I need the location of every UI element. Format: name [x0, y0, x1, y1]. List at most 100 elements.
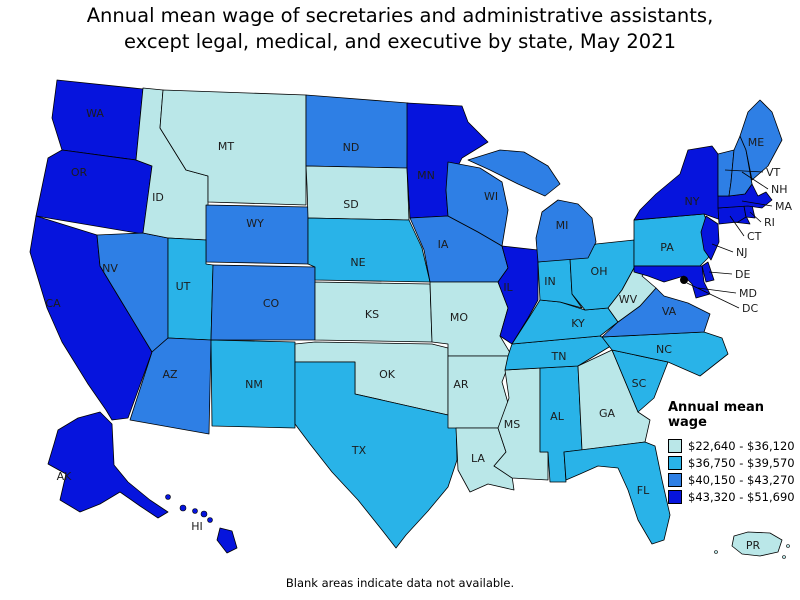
state-label-NY: NY: [685, 195, 700, 208]
state-label-AR: AR: [453, 378, 469, 391]
title-line-1: Annual mean wage of secretaries and admi…: [86, 4, 714, 27]
state-label-IN: IN: [544, 275, 555, 288]
leader-line-DE: [708, 271, 733, 275]
state-label-WV: WV: [619, 293, 638, 306]
state-PR-island[interactable]: [786, 544, 790, 548]
state-HI-island[interactable]: [200, 510, 208, 518]
state-label-UT: UT: [176, 280, 191, 293]
state-label-NC: NC: [656, 343, 672, 356]
state-label-TX: TX: [351, 444, 367, 457]
state-label-CA: CA: [45, 297, 61, 310]
state-label-WI: WI: [484, 190, 498, 203]
legend-item: $22,640 - $36,120: [668, 439, 798, 453]
legend-item: $36,750 - $39,570: [668, 456, 798, 470]
footnote: Blank areas indicate data not available.: [285, 576, 515, 590]
legend-class-label: $36,750 - $39,570: [688, 456, 795, 470]
state-PR-island[interactable]: [714, 550, 718, 554]
state-label-SC: SC: [632, 377, 647, 390]
legend-class-label: $40,150 - $43,270: [688, 473, 795, 487]
state-label-CT: CT: [747, 230, 762, 243]
state-label-ID: ID: [152, 191, 164, 204]
state-IL[interactable]: [497, 245, 539, 345]
state-HI-island[interactable]: [207, 517, 213, 523]
state-label-PA: PA: [660, 241, 674, 254]
state-WA[interactable]: [51, 79, 144, 161]
state-NE[interactable]: [307, 217, 431, 283]
state-label-KS: KS: [365, 308, 379, 321]
state-label-WY: WY: [246, 217, 264, 230]
state-NJ[interactable]: [700, 215, 720, 261]
state-label-MT: MT: [218, 140, 234, 153]
state-label-RI: RI: [764, 216, 775, 229]
page-title: Annual mean wage of secretaries and admi…: [0, 3, 800, 55]
state-HI-island[interactable]: [192, 508, 198, 514]
state-label-TN: TN: [551, 350, 567, 363]
leader-line-DC: [686, 282, 740, 309]
state-label-NH: NH: [771, 183, 788, 196]
legend-swatch: [668, 439, 682, 453]
state-NC[interactable]: [601, 331, 729, 377]
state-PR[interactable]: [731, 531, 783, 557]
state-AZ[interactable]: [129, 337, 212, 435]
state-label-MA: MA: [775, 200, 792, 213]
legend-class-label: $22,640 - $36,120: [688, 439, 795, 453]
state-ND[interactable]: [305, 94, 409, 169]
state-label-MN: MN: [417, 169, 435, 182]
state-label-AK: AK: [57, 470, 73, 483]
state-label-AL: AL: [550, 410, 565, 423]
legend-swatch: [668, 490, 682, 504]
state-AK[interactable]: [47, 411, 169, 519]
state-label-LA: LA: [471, 452, 485, 465]
state-label-GA: GA: [599, 407, 616, 420]
state-label-HI: HI: [191, 520, 203, 533]
state-MI-part[interactable]: [467, 149, 561, 197]
state-ME[interactable]: [739, 99, 783, 181]
state-label-KY: KY: [571, 317, 585, 330]
state-FL[interactable]: [563, 441, 671, 545]
legend-swatch: [668, 456, 682, 470]
state-label-OK: OK: [379, 368, 396, 381]
state-HI-island[interactable]: [165, 494, 171, 500]
leader-line-MA: [741, 200, 773, 207]
state-NM[interactable]: [210, 339, 296, 429]
leader-line-NH: [741, 171, 769, 190]
state-label-NJ: NJ: [736, 246, 747, 259]
legend: Annual mean wage $22,640 - $36,120 $36,7…: [668, 400, 798, 507]
state-DE[interactable]: [701, 261, 715, 283]
state-MD[interactable]: [633, 265, 711, 299]
state-label-ND: ND: [343, 141, 360, 154]
state-label-OH: OH: [591, 265, 608, 278]
state-label-VT: VT: [766, 166, 781, 179]
state-MO[interactable]: [429, 281, 513, 357]
leader-line-RI: [749, 211, 762, 223]
leader-line-MD: [697, 287, 737, 294]
state-label-SD: SD: [343, 198, 358, 211]
state-label-WA: WA: [86, 107, 104, 120]
state-label-VA: VA: [662, 305, 677, 318]
leader-line-CT: [729, 215, 745, 237]
state-label-DC: DC: [742, 302, 758, 315]
legend-item: $40,150 - $43,270: [668, 473, 798, 487]
state-HI-island[interactable]: [179, 504, 187, 512]
state-label-OR: OR: [71, 166, 88, 179]
state-TX[interactable]: [294, 361, 458, 549]
state-SD[interactable]: [305, 165, 410, 221]
state-label-NV: NV: [102, 262, 118, 275]
state-label-AZ: AZ: [162, 368, 178, 381]
state-label-MD: MD: [739, 287, 757, 300]
state-label-IA: IA: [438, 238, 449, 251]
legend-item: $43,320 - $51,690: [668, 490, 798, 504]
state-MI[interactable]: [535, 199, 597, 263]
state-PR-island[interactable]: [782, 555, 786, 559]
state-label-MO: MO: [450, 311, 468, 324]
state-label-MS: MS: [504, 418, 520, 431]
state-HI-island[interactable]: [216, 527, 238, 554]
state-DC-marker[interactable]: [680, 276, 688, 284]
state-WY[interactable]: [205, 204, 309, 265]
leader-line-VT: [724, 169, 764, 173]
legend-swatch: [668, 473, 682, 487]
legend-title: Annual mean wage: [668, 400, 764, 430]
state-label-PR: PR: [746, 539, 761, 552]
